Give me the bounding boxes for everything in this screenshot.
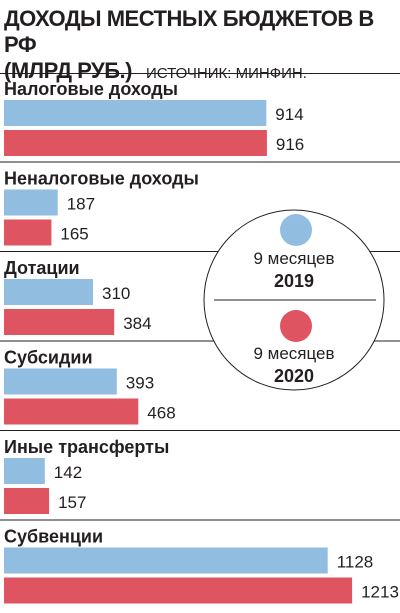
value-label-nontax-2019: 187 [67,195,95,214]
category-label-tax: Налоговые доходы [4,79,178,99]
bar-subventions-2020 [4,577,353,604]
value-label-subsidies-2019: 393 [126,374,154,393]
legend-period-2020: 9 месяцев [253,344,334,363]
category-label-other-transfers: Иные трансферты [4,437,169,457]
legend-swatch-2020 [280,310,312,342]
value-label-subventions-2020: 1213 [361,583,399,602]
title-line-1: ДОХОДЫ МЕСТНЫХ БЮДЖЕТОВ В РФ [4,6,374,57]
legend: 9 месяцев 2019 9 месяцев 2020 [203,209,385,391]
bar-tax-2019 [4,100,267,126]
bar-subsidies-2020 [4,398,139,425]
bar-grants-2019 [4,279,93,305]
category-label-subsidies: Субсидии [4,348,93,368]
value-label-grants-2020: 384 [123,314,151,333]
category-label-grants: Дотации [4,258,80,278]
header-divider [0,73,400,74]
bar-nontax-2020 [4,219,52,246]
value-label-subsidies-2020: 468 [147,404,175,423]
value-label-nontax-2020: 165 [60,225,88,244]
bar-other-transfers-2020 [4,488,50,514]
chart-title: ДОХОДЫ МЕСТНЫХ БЮДЖЕТОВ В РФ (МЛРД РУБ.)… [4,6,398,87]
category-label-subventions: Субвенции [4,527,103,547]
bar-subventions-2019 [4,547,328,574]
value-label-tax-2020: 916 [276,135,304,154]
bar-nontax-2019 [4,189,58,216]
value-label-subventions-2019: 1128 [337,553,374,572]
bar-other-transfers-2019 [4,458,45,484]
value-label-other-transfers-2019: 142 [54,463,82,482]
legend-year-2019: 2019 [274,271,314,291]
value-label-other-transfers-2020: 157 [58,493,86,512]
legend-year-2020: 2020 [274,366,314,386]
value-label-grants-2019: 310 [102,284,130,303]
bar-subsidies-2019 [4,368,117,395]
bar-grants-2020 [4,309,115,335]
legend-period-2019: 9 месяцев [253,249,334,268]
category-label-nontax: Неналоговые доходы [4,169,199,189]
value-label-tax-2019: 914 [275,105,303,124]
title-line-2: (МЛРД РУБ.) [4,58,132,83]
legend-swatch-2019 [280,214,312,246]
bar-tax-2020 [4,130,267,156]
